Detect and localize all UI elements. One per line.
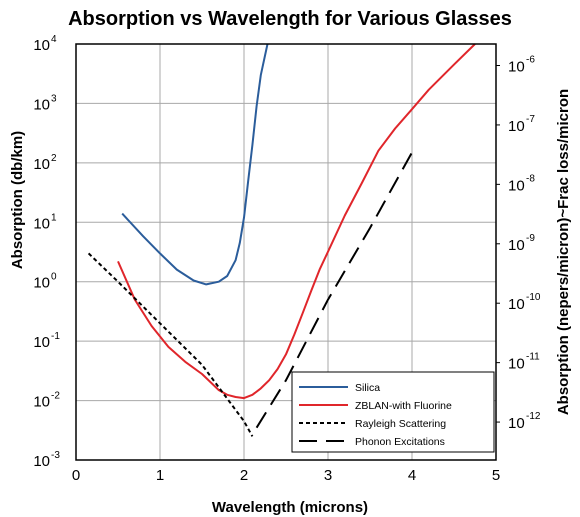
y-tick-exponent: -1 xyxy=(51,331,60,342)
y-tick-base: 10 xyxy=(33,215,50,232)
legend-label: Silica xyxy=(355,382,380,394)
x-tick-label: 4 xyxy=(408,467,416,484)
y2-tick-base: 10 xyxy=(508,296,525,313)
y2-tick-exponent: -7 xyxy=(526,114,535,125)
y-tick-label: 10 1 xyxy=(33,212,57,232)
plot-frame xyxy=(75,43,497,461)
x-tick-label: 2 xyxy=(240,467,248,484)
y-tick-label: 10 -2 xyxy=(33,391,60,411)
series-line-0 xyxy=(121,43,269,286)
y-tick-base: 10 xyxy=(33,453,50,470)
y2-tick-label: 10 -6 xyxy=(508,54,535,75)
y2-tick-base: 10 xyxy=(508,118,525,135)
y-tick-base: 10 xyxy=(33,334,50,351)
series-line-1 xyxy=(117,43,476,400)
y2-tick-label: 10 -10 xyxy=(508,292,541,313)
y-tick-base: 10 xyxy=(33,275,50,292)
legend-label: Phonon Excitations xyxy=(355,436,445,448)
series-layer xyxy=(87,43,476,437)
y2-tick-exponent: -6 xyxy=(526,54,535,65)
y2-tick-base: 10 xyxy=(508,177,525,194)
y2-tick-base: 10 xyxy=(508,415,525,432)
y2-tick-label: 10 -11 xyxy=(508,352,540,373)
series-line-3 xyxy=(255,151,413,429)
y-tick-exponent: 2 xyxy=(51,153,57,164)
y-tick-exponent: 4 xyxy=(51,34,57,45)
x-tick-label: 5 xyxy=(492,467,500,484)
y-tick-label: 10 4 xyxy=(33,34,57,54)
x-axis-label: Wavelength (microns) xyxy=(212,499,368,516)
y2-axis-label: Absorption (nepers/micron)~Frac loss/mic… xyxy=(555,89,572,415)
y2-tick-exponent: -12 xyxy=(526,411,541,422)
y-tick-base: 10 xyxy=(33,96,50,113)
legend: Silica ZBLAN-with Fluorine Rayleigh Scatte… xyxy=(291,371,495,453)
legend-label: Rayleigh Scattering xyxy=(355,418,446,430)
y-tick-label: 10 -1 xyxy=(33,331,60,351)
y2-tick-label: 10 -7 xyxy=(508,114,535,135)
y2-tick-base: 10 xyxy=(508,237,525,254)
y-tick-base: 10 xyxy=(33,394,50,411)
legend-label: ZBLAN-with Fluorine xyxy=(355,400,452,412)
y2-tick-label: 10 -12 xyxy=(508,411,541,432)
x-tick-label: 1 xyxy=(156,467,164,484)
y-tick-base: 10 xyxy=(33,156,50,173)
legend-box xyxy=(291,371,495,453)
y2-tick-exponent: -11 xyxy=(526,352,540,363)
y2-tick-exponent: -9 xyxy=(526,233,535,244)
y2-tick-label: 10 -9 xyxy=(508,233,535,254)
y2-tick-base: 10 xyxy=(508,58,525,75)
series-line-2 xyxy=(87,252,254,437)
y-tick-exponent: -3 xyxy=(51,450,60,461)
y2-tick-exponent: -8 xyxy=(526,173,535,184)
y2-tick-label: 10 -8 xyxy=(508,173,535,194)
y-tick-base: 10 xyxy=(33,37,50,54)
x-tick-label: 3 xyxy=(324,467,332,484)
y-tick-label: 10 3 xyxy=(33,93,57,113)
y-axis-label: Absorption (db/km) xyxy=(9,131,26,269)
y-tick-label: 10 2 xyxy=(33,153,57,173)
y2-tick-exponent: -10 xyxy=(526,292,541,303)
tick-labels: 0 1 2 3 4 510 -310 -210 -110 010 110 210 310 410 -1210… xyxy=(33,34,541,484)
y-tick-exponent: -2 xyxy=(51,391,60,402)
chart-title: Absorption vs Wavelength for Various Gla… xyxy=(68,8,512,30)
y-tick-label: 10 0 xyxy=(33,272,57,292)
x-tick-label: 0 xyxy=(72,467,80,484)
y-tick-label: 10 -3 xyxy=(33,450,60,470)
y-tick-exponent: 0 xyxy=(51,272,57,283)
y-tick-exponent: 1 xyxy=(51,212,57,223)
y-tick-exponent: 3 xyxy=(51,93,57,104)
y2-tick-base: 10 xyxy=(508,356,525,373)
legend-items: Silica ZBLAN-with Fluorine Rayleigh Scatte… xyxy=(299,382,452,448)
